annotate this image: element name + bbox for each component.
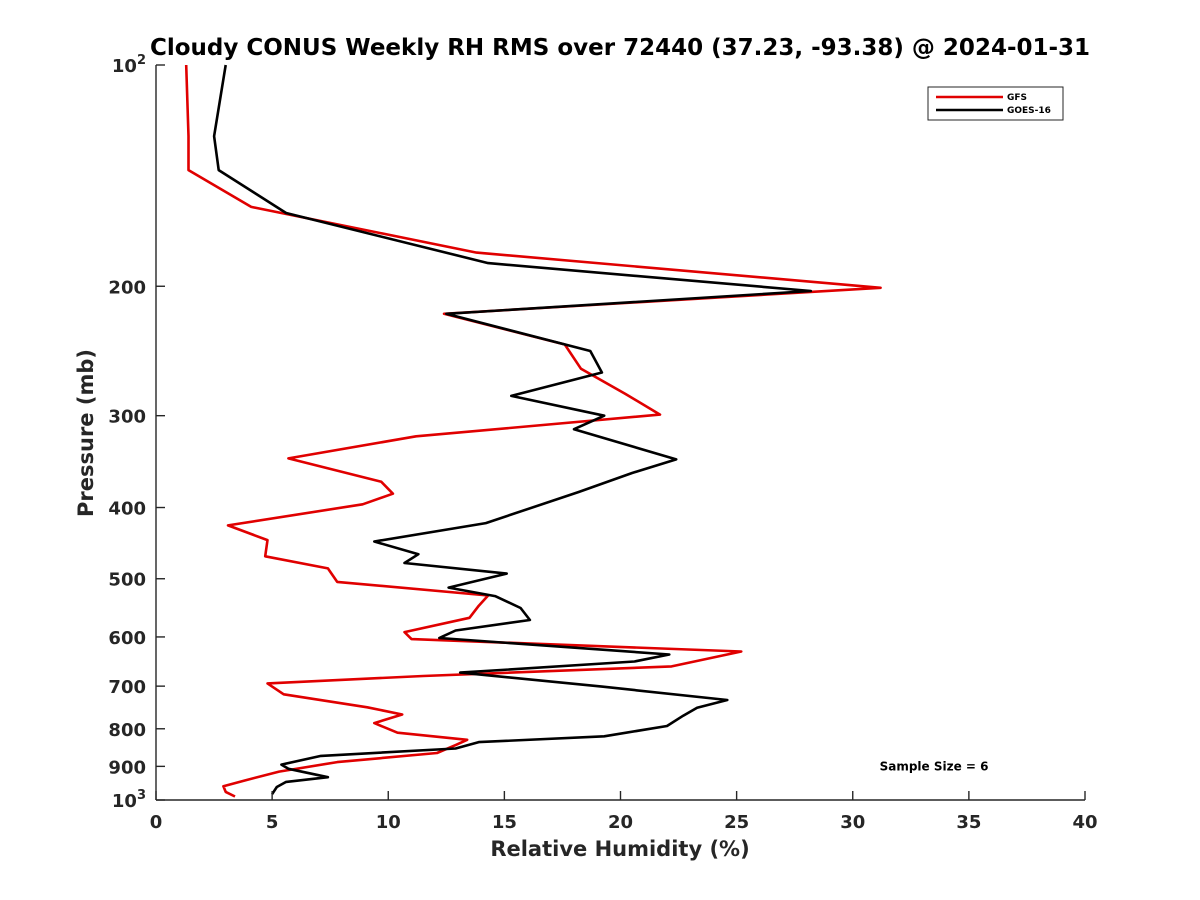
x-tick-label: 40	[1072, 812, 1097, 833]
x-tick-label: 10	[376, 812, 401, 833]
series-line-gfs	[184, 64, 882, 798]
x-ticks: 0 5 10 15 20 25 30 35 40	[150, 791, 1098, 833]
x-tick-label: 5	[266, 812, 279, 833]
chart-title: Cloudy CONUS Weekly RH RMS over 72440 (3…	[150, 35, 1090, 61]
x-tick-label: 30	[840, 812, 865, 833]
series-line-goes16	[212, 64, 813, 795]
series-layer	[184, 64, 882, 798]
y-tick-label: 200	[108, 277, 146, 298]
x-tick-label: 35	[956, 812, 981, 833]
x-tick-label: 0	[150, 812, 163, 833]
x-tick-label: 20	[608, 812, 633, 833]
legend: GFS GOES-16	[927, 86, 1064, 121]
y-tick-label: 600	[108, 628, 146, 649]
y-tick-label: 103	[112, 788, 146, 812]
y-tick-label: 800	[108, 720, 146, 741]
y-axis-label: Pressure (mb)	[74, 349, 98, 517]
y-tick-label: 700	[108, 677, 146, 698]
x-tick-label: 25	[724, 812, 749, 833]
legend-label-goes16: GOES-16	[1007, 106, 1051, 116]
x-tick-label: 15	[492, 812, 517, 833]
y-tick-label: 500	[108, 570, 146, 591]
y-tick-label: 300	[108, 407, 146, 428]
legend-box	[927, 86, 1064, 121]
sample-size-annotation: Sample Size = 6	[880, 759, 989, 773]
legend-label-gfs: GFS	[1007, 93, 1027, 103]
y-tick-label: 400	[108, 499, 146, 520]
y-tick-label: 900	[108, 757, 146, 778]
x-axis-label: Relative Humidity (%)	[490, 837, 749, 861]
y-tick-label: 102	[112, 53, 146, 77]
y-ticks: 102 200 300 400 500 600 700 800 900 103	[108, 53, 165, 812]
